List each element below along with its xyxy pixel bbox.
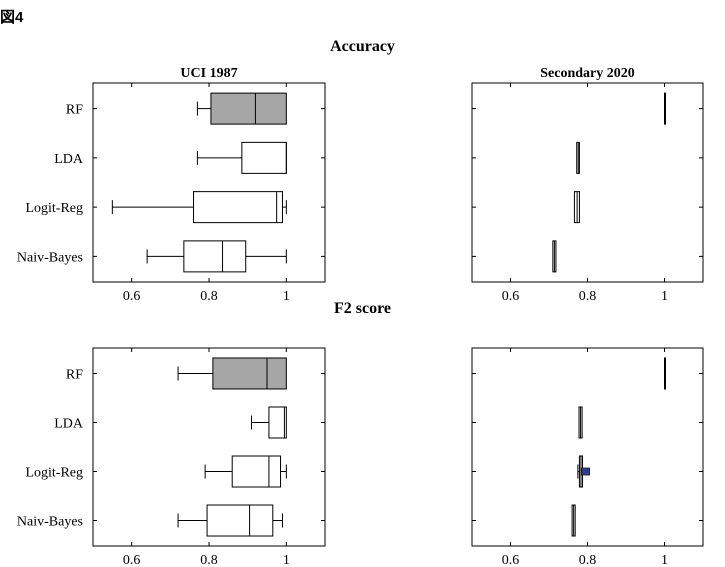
panel-3-category-label: LDA xyxy=(54,416,84,431)
panel-3-xtick-label: 0.6 xyxy=(123,553,141,567)
panel-2-xtick-label: 1 xyxy=(661,289,668,304)
panel-1-box xyxy=(183,240,247,273)
panel-3-box xyxy=(268,406,287,439)
panel-4-xtick-label: 1 xyxy=(661,553,668,567)
panel-3-box xyxy=(206,504,274,537)
panel-2-frame xyxy=(471,82,704,283)
panel-2-xtick-label: 0.6 xyxy=(502,289,520,304)
panel-1-box xyxy=(210,92,287,125)
panel-1-xtick-label: 1 xyxy=(283,289,290,304)
panel-3-box xyxy=(212,357,287,390)
panel-3-category-label: Naiv-Bayes xyxy=(17,515,83,530)
panel-3-category-label: Logit-Reg xyxy=(25,466,83,481)
panel-1-category-label: Logit-Reg xyxy=(25,201,83,216)
panel-2-xtick-label: 0.8 xyxy=(579,289,597,304)
panel-3-xtick-label: 0.8 xyxy=(200,553,218,567)
panel-1-xtick-label: 0.8 xyxy=(200,289,218,304)
section-title-accuracy: Accuracy xyxy=(330,38,395,55)
panel-1-category-label: RF xyxy=(66,103,83,118)
panel-2-title: Secondary 2020 xyxy=(540,66,635,81)
panel-1-category-label: Naiv-Bayes xyxy=(17,250,83,265)
panel-1-box xyxy=(241,141,287,174)
section-title-f2-score: F2 score xyxy=(333,300,391,317)
panel-4-xtick-label: 0.6 xyxy=(502,553,520,567)
panel-1-title: UCI 1987 xyxy=(180,66,237,81)
panel-1-xtick-label: 0.6 xyxy=(123,289,141,304)
panel-3-xtick-label: 1 xyxy=(283,553,290,567)
panel-4-frame xyxy=(471,347,704,547)
panel-1-box xyxy=(193,191,283,224)
panel-4-outlier xyxy=(581,467,590,476)
panel-1-category-label: LDA xyxy=(54,152,84,167)
panel-3-category-label: RF xyxy=(66,367,83,382)
panel-3-box xyxy=(231,455,282,488)
figure-label: 図4 xyxy=(0,9,24,26)
panel-4-xtick-label: 0.8 xyxy=(579,553,597,567)
